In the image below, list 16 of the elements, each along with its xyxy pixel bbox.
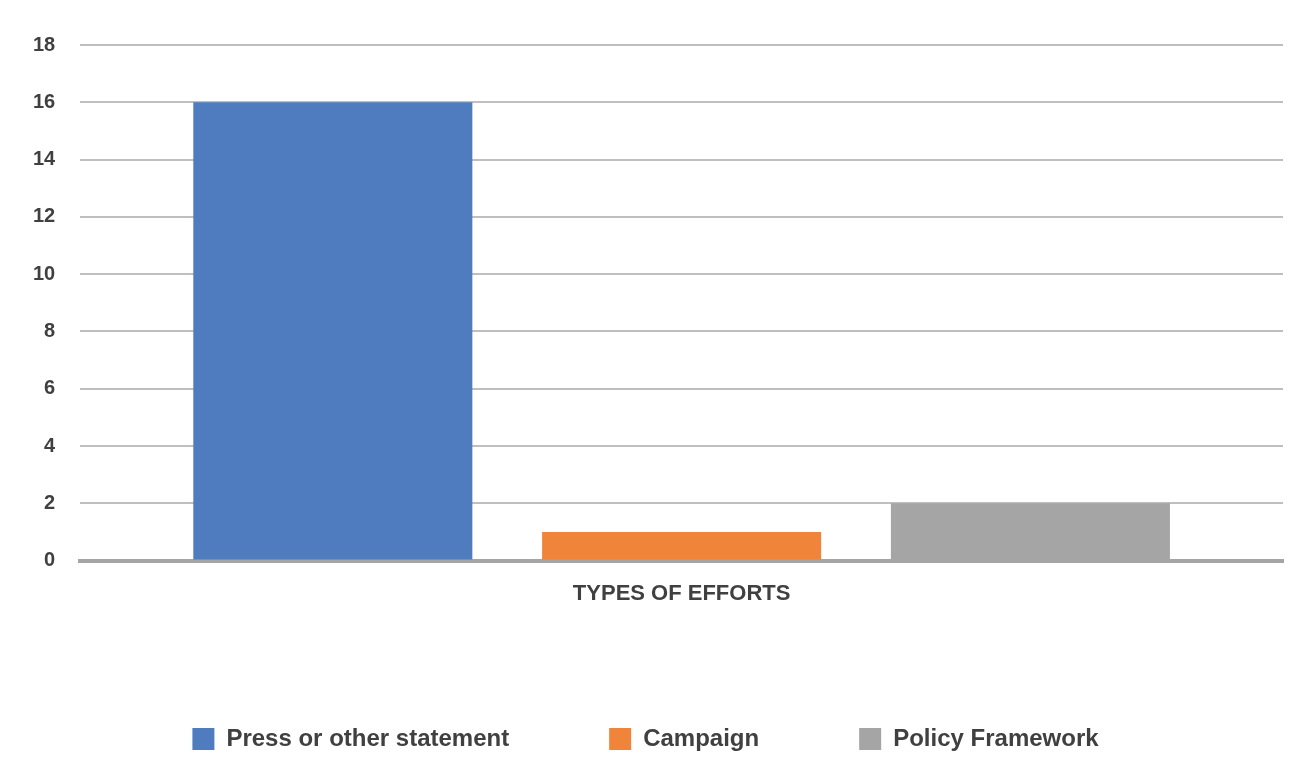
legend-label: Policy Framework bbox=[893, 723, 1100, 751]
y-tick-label: 16 bbox=[33, 89, 56, 112]
y-tick-label: 0 bbox=[44, 548, 56, 571]
y-tick-label: 2 bbox=[44, 490, 56, 513]
y-tick-label: 4 bbox=[44, 433, 57, 456]
y-tick-label: 8 bbox=[44, 318, 56, 341]
bar bbox=[193, 102, 473, 560]
bar bbox=[542, 531, 822, 560]
y-tick-label: 10 bbox=[33, 261, 56, 284]
y-tick-label: 14 bbox=[33, 147, 57, 170]
y-tick-label: 6 bbox=[44, 376, 56, 399]
legend-label: Campaign bbox=[643, 723, 760, 751]
x-tick-label: TYPES OF EFFORTS bbox=[572, 579, 791, 605]
y-tick-label: 18 bbox=[33, 32, 56, 55]
y-tick-label: 12 bbox=[33, 204, 56, 227]
legend-label: Press or other statement bbox=[226, 723, 510, 751]
